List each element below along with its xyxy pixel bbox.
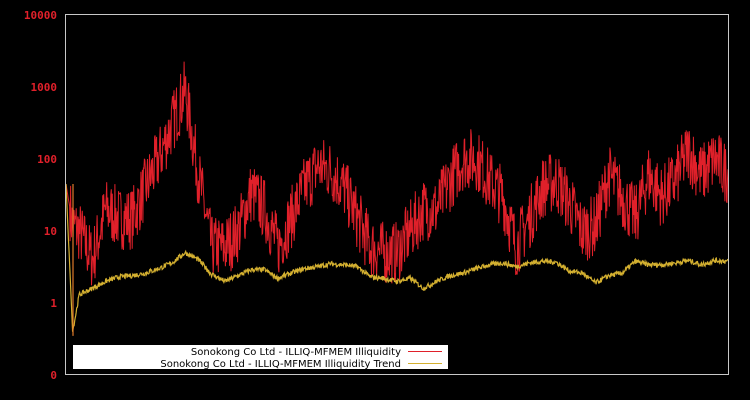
- y-tick-label: 1: [50, 297, 57, 310]
- series-trend-line: [65, 183, 729, 332]
- legend-label-illiquidity: Sonokong Co Ltd - ILLIQ-MFMEM Illiquidit…: [191, 347, 401, 358]
- series-illiquidity-line: [65, 61, 729, 286]
- y-tick-label: 1000: [31, 81, 58, 94]
- y-tick-label: 10: [44, 225, 57, 238]
- y-tick-label: 10000: [24, 9, 57, 22]
- y-tick-label: 0: [50, 369, 57, 382]
- y-tick-label: 100: [37, 153, 57, 166]
- series-layer: [65, 61, 729, 336]
- legend-box: [73, 345, 448, 369]
- plot-frame: [65, 14, 729, 375]
- legend: Sonokong Co Ltd - ILLIQ-MFMEM Illiquidit…: [73, 345, 448, 370]
- legend-label-trend: Sonokong Co Ltd - ILLIQ-MFMEM Illiquidit…: [160, 359, 401, 370]
